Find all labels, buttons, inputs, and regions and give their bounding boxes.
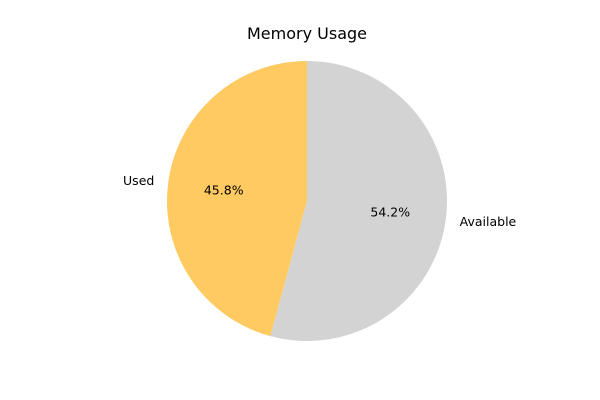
pie-slice-available	[270, 60, 448, 341]
slice-label-available: Available	[460, 214, 517, 229]
slices-layer	[167, 60, 448, 341]
labels-layer: Used 45.8% Available 54.2%	[123, 173, 517, 229]
chart-title: Memory Usage	[247, 24, 367, 43]
slice-percent-available: 54.2%	[370, 205, 410, 220]
pie-slice-used	[167, 61, 307, 337]
slice-percent-used: 45.8%	[204, 182, 244, 197]
slice-label-used: Used	[123, 173, 154, 188]
